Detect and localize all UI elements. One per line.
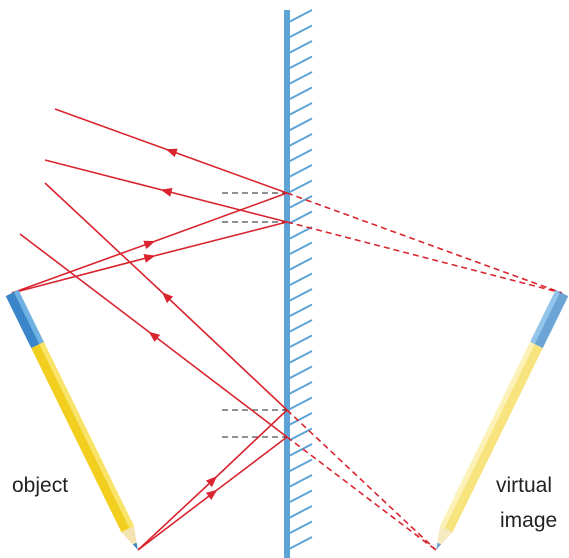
hatch-line (288, 117, 313, 132)
hatch-line (288, 334, 313, 349)
hatch-line (288, 241, 313, 256)
hatch-line (288, 458, 313, 473)
hatch-line (288, 536, 313, 550)
hatch-line (288, 86, 313, 101)
hatch-line (288, 365, 313, 380)
hatch-line (288, 272, 313, 287)
hatch-line (288, 40, 313, 54)
image-label: virtual (496, 474, 552, 497)
hatch-line (288, 55, 313, 70)
hatch-line (288, 257, 313, 271)
hatch-line (288, 350, 313, 364)
hatch-line (288, 9, 313, 23)
hatch-line (288, 71, 313, 85)
hatch-line (288, 381, 313, 395)
hatch-line (288, 210, 313, 225)
normals (222, 192, 287, 438)
object-pencil (5, 289, 138, 550)
hatch-line (288, 319, 313, 333)
hatch-line (288, 179, 313, 194)
hatch-line (288, 474, 313, 488)
hatch-line (288, 303, 313, 318)
hatch-line (288, 412, 313, 426)
hatch-line (288, 195, 313, 209)
hatch-line (288, 226, 313, 240)
hatch-line (288, 102, 313, 116)
hatch-line (288, 489, 313, 504)
mirror (284, 10, 290, 558)
image-label: image (500, 509, 557, 532)
image-pencil (436, 289, 569, 550)
hatch-line (288, 427, 313, 442)
object-label: object (12, 474, 68, 497)
hatch-line (288, 133, 313, 147)
hatch-line (288, 164, 313, 178)
hatch-line (288, 443, 313, 457)
hatch-line (288, 505, 313, 519)
mirror-hatching (288, 9, 313, 550)
hatch-line (288, 520, 313, 535)
hatch-line (288, 148, 313, 163)
hatch-line (288, 396, 313, 411)
rays (11, 108, 563, 551)
hatch-line (288, 24, 313, 39)
hatch-line (288, 288, 313, 302)
